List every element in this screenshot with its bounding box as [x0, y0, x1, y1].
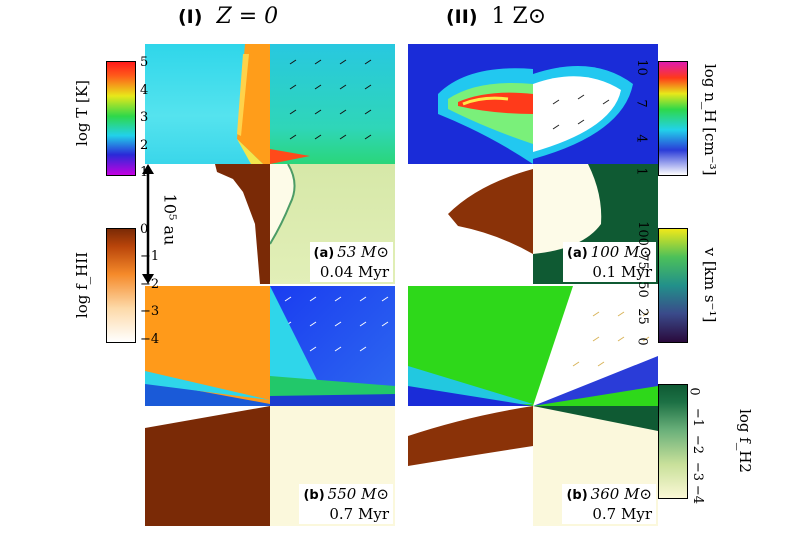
colorbar-tick: −2: [140, 277, 160, 292]
hii-fraction-map: [145, 406, 270, 526]
velocity-arrows: [270, 59, 372, 164]
density-map: [270, 44, 395, 164]
velocity-map: [533, 286, 658, 406]
panel-label: (b) 360 M⊙ 0.7 Myr: [562, 484, 656, 524]
hii-fraction-map: [408, 406, 533, 526]
colorbar-tick: 75: [634, 253, 650, 270]
h2-fraction-map: [533, 164, 658, 284]
dense-shell: [438, 68, 533, 164]
colorbar-tick: −1: [140, 249, 160, 264]
colorbar-tick: 1: [633, 167, 649, 176]
hii-fraction-map: [408, 164, 533, 284]
dissociated-region: [533, 164, 602, 254]
molecular-wedge: [533, 406, 658, 431]
column-title-ii: (II) 1 Z⊙: [446, 4, 547, 29]
column-title-i: (I) Z = 0: [178, 4, 279, 29]
colorbar-tick: 50: [634, 281, 650, 298]
panel-zero-metal-b: (b) 550 M⊙ 0.7 Myr: [145, 286, 395, 526]
panel-label: (b) 550 M⊙ 0.7 Myr: [299, 484, 393, 524]
disk-shadow: [145, 371, 270, 406]
panel-zero-metal-a: (a) 53 M⊙ 0.04 Myr: [145, 44, 395, 284]
colorbar-velocity-label: v [km s⁻¹]: [701, 247, 719, 323]
colorbar-tick: 0: [634, 337, 650, 346]
density-disk: [408, 366, 533, 406]
colorbar-hii-fraction-label: log f_HII: [73, 251, 91, 319]
colorbar-tick: −4: [690, 484, 706, 505]
temperature-shell: [237, 44, 270, 164]
colorbar-tick: 100: [634, 221, 650, 246]
colorbar-tick: 3: [140, 110, 149, 125]
ionized-region: [408, 406, 533, 466]
colorbar-density: [658, 61, 688, 176]
colorbar-tick: 7: [633, 99, 649, 108]
panel-solar-metal-b: (b) 360 M⊙ 0.7 Myr: [408, 286, 658, 526]
colorbar-tick: 2: [140, 138, 149, 153]
velocity-map: [533, 44, 658, 164]
h2-front: [270, 164, 296, 245]
colorbar-tick: −2: [690, 434, 706, 455]
velocity-shell: [533, 66, 633, 159]
ionized-region: [448, 169, 533, 254]
colorbar-h2-fraction-label: log f_H2: [736, 409, 754, 473]
temperature-map: [145, 286, 270, 406]
temperature-map: [145, 44, 270, 164]
colorbar-temperature-label: log T [K]: [73, 80, 91, 146]
scale-bar-label: 10⁵ au: [160, 193, 180, 246]
panel-solar-metal-a: (a) 100 M⊙ 0.1 Myr: [408, 44, 658, 284]
panel-label: (a) 53 M⊙ 0.04 Myr: [309, 242, 393, 282]
scale-bar: [142, 164, 154, 284]
density-map: [408, 44, 533, 164]
colorbar-h2-fraction: [658, 384, 688, 499]
colorbar-tick: 25: [634, 308, 650, 325]
colorbar-temperature: [106, 61, 136, 176]
colorbar-tick: −3: [140, 304, 160, 319]
ionized-region: [215, 164, 270, 284]
colorbar-tick: 5: [140, 55, 149, 70]
colorbar-tick: −4: [140, 332, 160, 347]
colorbar-tick: 4: [633, 134, 649, 143]
outflow-cone: [533, 286, 658, 406]
velocity-arrows: [270, 286, 395, 406]
colorbar-tick: −1: [690, 407, 706, 428]
colorbar-tick: 4: [140, 83, 149, 98]
density-map: [270, 286, 395, 406]
colorbar-tick: 10: [633, 59, 649, 76]
colorbar-tick: 1: [140, 165, 149, 180]
colorbar-density-label: log n_H [cm⁻³]: [701, 64, 719, 176]
colorbar-tick: −3: [690, 461, 706, 482]
colorbar-tick: 0: [686, 387, 702, 396]
colorbar-tick: 0: [140, 222, 149, 237]
colorbar-hii-fraction: [106, 228, 136, 343]
density-map: [408, 286, 533, 406]
hii-fraction-map: [145, 164, 270, 284]
colorbar-velocity: [658, 228, 688, 343]
neutral-wedge: [145, 406, 270, 428]
panel-label: (a) 100 M⊙ 0.1 Myr: [563, 242, 656, 282]
